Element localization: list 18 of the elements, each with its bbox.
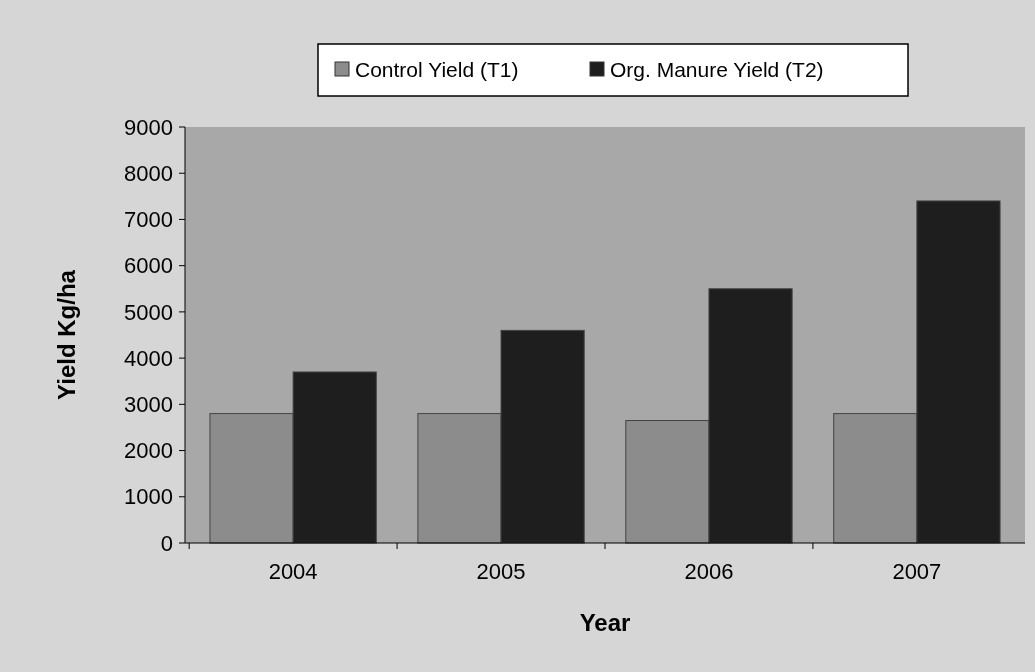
x-tick-label: 2006	[684, 559, 734, 584]
legend-label: Control Yield (T1)	[355, 58, 519, 82]
x-tick-label: 2005	[476, 559, 526, 584]
y-tick-label: 5000	[124, 299, 173, 325]
y-axis-title: Yield Kg/ha	[53, 269, 80, 400]
y-tick-label: 6000	[124, 253, 173, 279]
y-tick-label: 2000	[124, 438, 173, 464]
y-tick-label: 1000	[124, 484, 173, 510]
y-tick-label: 0	[160, 530, 173, 556]
y-tick-label: 4000	[124, 345, 173, 371]
y-tick-label: 3000	[124, 392, 173, 418]
y-tick-label: 9000	[124, 114, 173, 140]
x-tick-label: 2004	[268, 559, 318, 584]
y-tick-label: 8000	[124, 160, 173, 186]
legend-label: Org. Manure Yield (T2)	[610, 58, 824, 82]
y-tick-label: 7000	[124, 207, 173, 233]
x-axis-title: Year	[579, 609, 631, 636]
x-tick-label: 2007	[892, 559, 942, 584]
